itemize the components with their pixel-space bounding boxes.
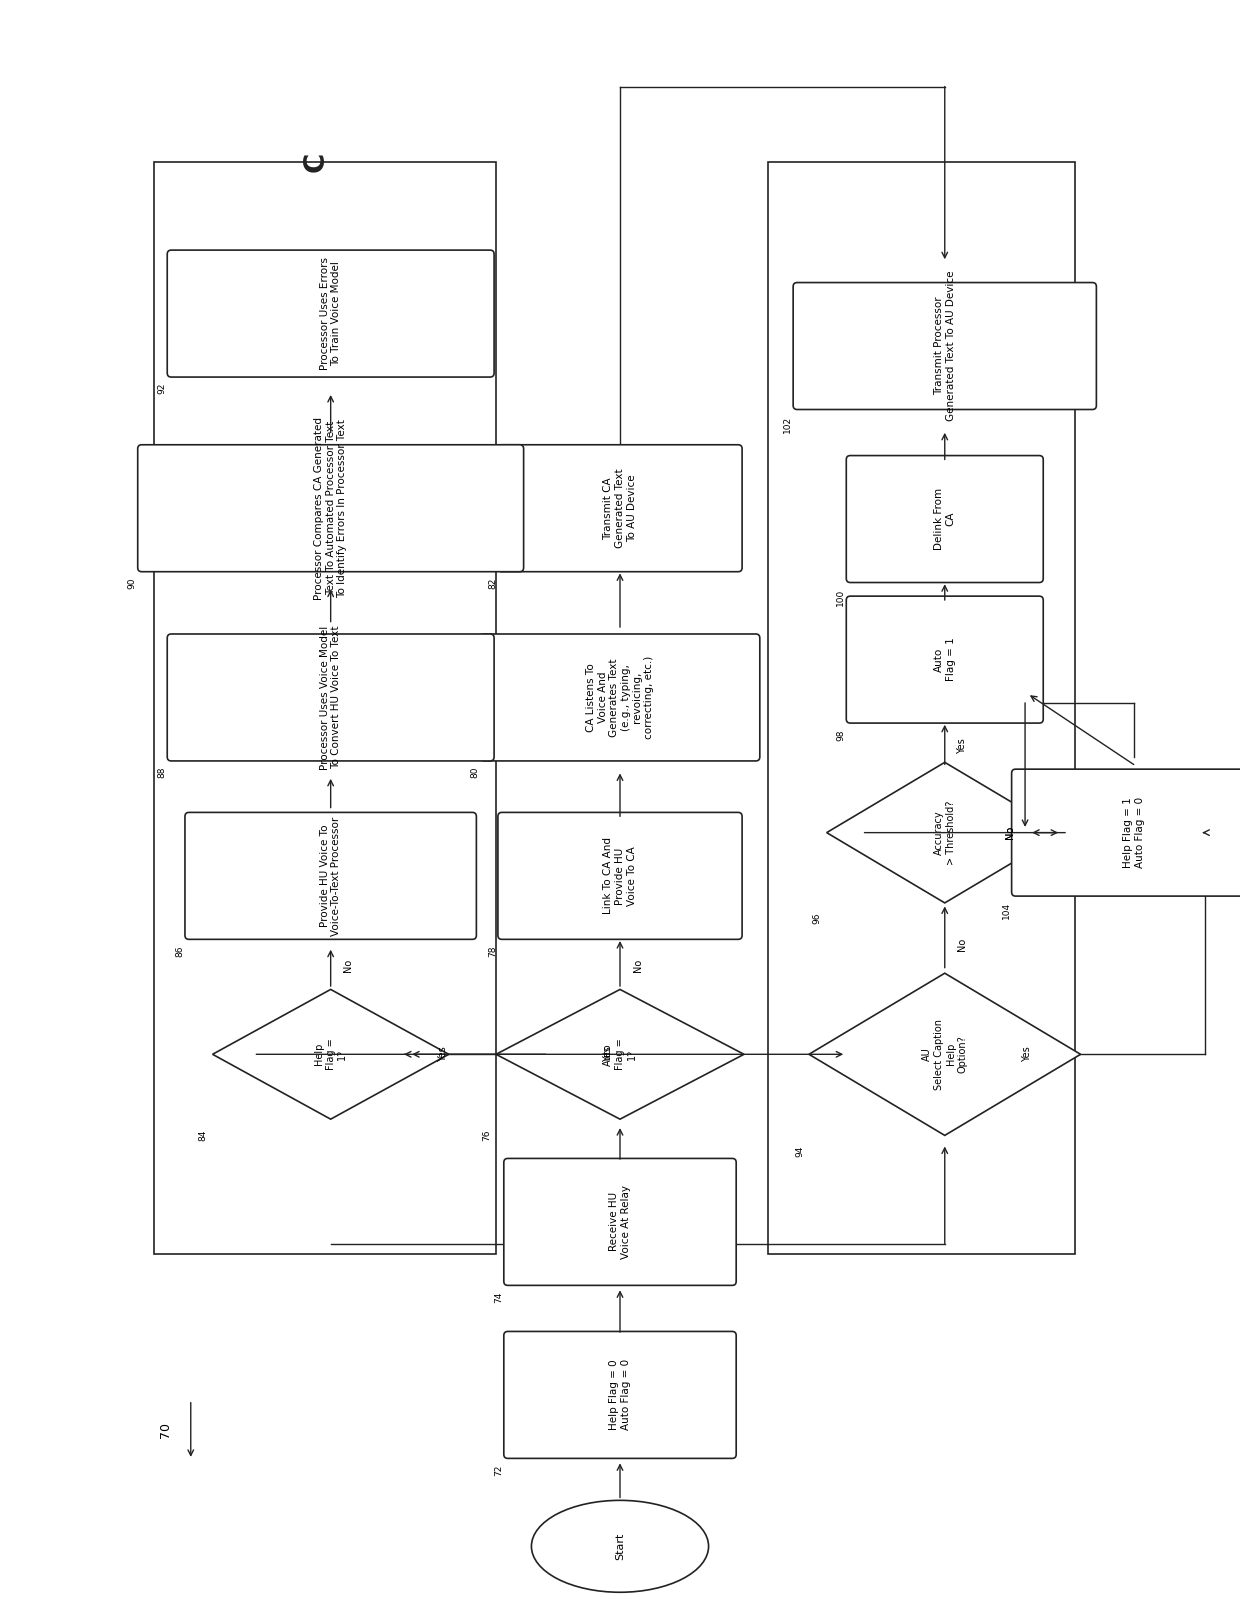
Text: C: C [301, 152, 330, 172]
Text: 84: 84 [198, 1129, 207, 1140]
Text: 86: 86 [175, 946, 184, 957]
Text: Accuracy
> Threshold?: Accuracy > Threshold? [934, 800, 956, 865]
Polygon shape [808, 973, 1080, 1135]
Bar [154, 162, 496, 1254]
Text: Processor Compares CA Generated
Text To Automated Processor Text
To Identify Err: Processor Compares CA Generated Text To … [314, 417, 347, 600]
FancyBboxPatch shape [503, 1158, 737, 1285]
Polygon shape [212, 989, 449, 1119]
Text: Receive HU
Voice At Relay: Receive HU Voice At Relay [609, 1186, 631, 1259]
Text: 98: 98 [836, 728, 846, 741]
Text: Help
Flag =
1?: Help Flag = 1? [314, 1038, 347, 1071]
Text: 70: 70 [159, 1422, 172, 1437]
Text: Transmit Processor
Generated Text To AU Device: Transmit Processor Generated Text To AU … [934, 271, 956, 422]
Text: No: No [343, 959, 353, 972]
Text: 78: 78 [487, 946, 497, 957]
Text: No: No [1004, 826, 1014, 839]
Text: AU
Select Caption
Help
Option?: AU Select Caption Help Option? [923, 1019, 967, 1090]
Text: 92: 92 [157, 383, 166, 394]
FancyBboxPatch shape [167, 634, 494, 761]
Text: No: No [632, 959, 642, 972]
Text: No: No [957, 938, 967, 950]
FancyBboxPatch shape [185, 813, 476, 939]
Text: Auto
Flag = 1: Auto Flag = 1 [934, 637, 956, 681]
Text: Yes: Yes [1023, 1046, 1033, 1062]
Text: Help Flag = 1
Auto Flag = 0: Help Flag = 1 Auto Flag = 0 [1123, 796, 1145, 868]
Text: 76: 76 [482, 1129, 491, 1140]
Text: 74: 74 [494, 1291, 502, 1302]
Text: 104: 104 [1002, 902, 1011, 920]
Text: 100: 100 [836, 589, 846, 605]
Text: 88: 88 [157, 767, 166, 779]
Polygon shape [827, 762, 1063, 903]
Text: 80: 80 [470, 767, 479, 779]
Text: 94: 94 [795, 1145, 804, 1156]
Text: 82: 82 [487, 577, 497, 589]
Text: Help Flag = 0
Auto Flag = 0: Help Flag = 0 Auto Flag = 0 [609, 1359, 631, 1431]
FancyBboxPatch shape [503, 1332, 737, 1458]
Text: CA Listens To
Voice And
Generates Text
(e.g., typing,
revoicing,
correcting, etc: CA Listens To Voice And Generates Text (… [587, 655, 653, 740]
Text: Start: Start [615, 1533, 625, 1560]
FancyBboxPatch shape [498, 444, 742, 571]
FancyBboxPatch shape [498, 813, 742, 939]
Text: Transmit CA
Generated Text
To AU Device: Transmit CA Generated Text To AU Device [604, 469, 636, 548]
Polygon shape [496, 989, 744, 1119]
Text: Auto
Flag =
1?: Auto Flag = 1? [604, 1038, 636, 1071]
Text: Provide HU Voice To
Voice-To-Text Processor: Provide HU Voice To Voice-To-Text Proces… [320, 816, 341, 936]
FancyBboxPatch shape [846, 597, 1043, 723]
Text: 102: 102 [784, 415, 792, 433]
Text: Processor Uses Errors
To Train Voice Model: Processor Uses Errors To Train Voice Mod… [320, 256, 341, 370]
Text: No: No [1004, 826, 1014, 839]
Ellipse shape [532, 1500, 708, 1593]
Bar [768, 162, 1075, 1254]
Text: Yes: Yes [957, 738, 967, 754]
Text: 90: 90 [128, 577, 136, 589]
Text: Link To CA And
Provide HU
Voice To CA: Link To CA And Provide HU Voice To CA [604, 837, 636, 915]
Text: Yes: Yes [438, 1046, 448, 1062]
FancyBboxPatch shape [480, 634, 760, 761]
FancyBboxPatch shape [167, 250, 494, 376]
Text: 72: 72 [494, 1465, 502, 1476]
FancyBboxPatch shape [138, 444, 523, 571]
FancyBboxPatch shape [846, 456, 1043, 582]
Text: 96: 96 [812, 913, 822, 925]
FancyBboxPatch shape [794, 282, 1096, 409]
Text: Processor Uses Voice Model
To Convert HU Voice To Text: Processor Uses Voice Model To Convert HU… [320, 626, 341, 769]
FancyBboxPatch shape [1012, 769, 1240, 895]
Text: Delink From
CA: Delink From CA [934, 488, 956, 550]
Text: Yes: Yes [603, 1046, 614, 1062]
